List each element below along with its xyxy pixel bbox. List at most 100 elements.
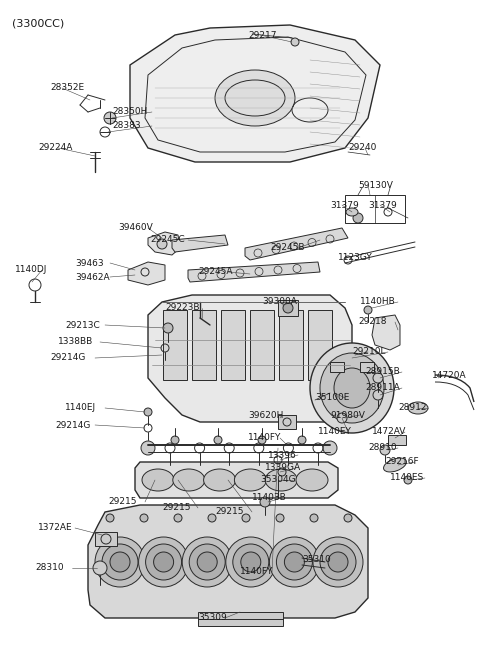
- Ellipse shape: [215, 70, 295, 126]
- Text: 31379: 31379: [330, 201, 359, 209]
- Circle shape: [291, 38, 299, 46]
- Ellipse shape: [320, 353, 384, 423]
- Text: 1140EJ: 1140EJ: [65, 403, 96, 413]
- Circle shape: [144, 408, 152, 416]
- Text: 11403B: 11403B: [252, 494, 287, 502]
- Polygon shape: [372, 315, 400, 350]
- Text: 1140FY: 1140FY: [248, 434, 281, 442]
- Text: 1140ES: 1140ES: [390, 474, 424, 482]
- Circle shape: [310, 514, 318, 522]
- Circle shape: [233, 544, 269, 580]
- Text: 35100E: 35100E: [315, 393, 349, 403]
- Text: 13396: 13396: [268, 450, 297, 460]
- Polygon shape: [188, 262, 320, 282]
- Polygon shape: [192, 310, 216, 380]
- Circle shape: [182, 537, 232, 587]
- Circle shape: [328, 552, 348, 572]
- Circle shape: [298, 436, 306, 444]
- Polygon shape: [88, 505, 368, 618]
- Text: 28910: 28910: [368, 444, 396, 452]
- Ellipse shape: [265, 469, 297, 491]
- Circle shape: [373, 390, 383, 400]
- Ellipse shape: [346, 208, 358, 216]
- Text: 1338BB: 1338BB: [58, 337, 93, 347]
- Text: 39462A: 39462A: [75, 272, 109, 282]
- Text: 29213C: 29213C: [65, 320, 100, 330]
- Text: 29215: 29215: [215, 508, 243, 516]
- Polygon shape: [148, 295, 352, 422]
- Text: 29245B: 29245B: [270, 244, 304, 252]
- Bar: [388, 435, 406, 445]
- Polygon shape: [148, 232, 180, 255]
- Ellipse shape: [408, 402, 428, 414]
- Polygon shape: [250, 310, 274, 380]
- Text: 29224A: 29224A: [38, 143, 72, 153]
- Ellipse shape: [384, 458, 407, 472]
- Circle shape: [145, 544, 181, 580]
- Circle shape: [344, 514, 352, 522]
- Ellipse shape: [234, 469, 266, 491]
- Text: 28352E: 28352E: [50, 84, 84, 92]
- Ellipse shape: [142, 469, 174, 491]
- Text: 28383: 28383: [112, 122, 141, 130]
- Text: 28911A: 28911A: [365, 383, 400, 393]
- Bar: [198, 612, 283, 626]
- Polygon shape: [245, 228, 348, 260]
- Text: 1372AE: 1372AE: [38, 524, 72, 533]
- Text: 14720A: 14720A: [432, 371, 467, 379]
- Circle shape: [189, 544, 225, 580]
- Circle shape: [208, 514, 216, 522]
- Circle shape: [102, 544, 138, 580]
- Text: 29216F: 29216F: [385, 458, 419, 466]
- Text: 59130V: 59130V: [358, 181, 393, 189]
- Bar: [278, 300, 298, 316]
- Circle shape: [154, 552, 174, 572]
- Text: 1140DJ: 1140DJ: [15, 266, 48, 274]
- Text: 39300A: 39300A: [262, 298, 297, 306]
- Circle shape: [242, 514, 250, 522]
- Bar: [278, 415, 296, 429]
- Circle shape: [163, 323, 173, 333]
- Circle shape: [404, 476, 412, 484]
- Text: 28912: 28912: [398, 403, 427, 413]
- Text: 29217: 29217: [248, 31, 276, 39]
- Circle shape: [276, 544, 312, 580]
- Text: 39463: 39463: [75, 258, 104, 268]
- Circle shape: [139, 537, 189, 587]
- Text: 39620H: 39620H: [248, 411, 283, 419]
- Circle shape: [110, 552, 130, 572]
- Circle shape: [157, 239, 167, 249]
- Polygon shape: [163, 310, 187, 380]
- Bar: [345, 195, 405, 223]
- Circle shape: [241, 552, 261, 572]
- Polygon shape: [221, 310, 245, 380]
- Polygon shape: [172, 235, 228, 252]
- Text: 35310: 35310: [302, 555, 331, 565]
- Text: 91980V: 91980V: [330, 411, 365, 419]
- Circle shape: [269, 537, 319, 587]
- Ellipse shape: [310, 343, 394, 433]
- Text: 1339GA: 1339GA: [265, 464, 301, 472]
- Polygon shape: [135, 462, 338, 498]
- Circle shape: [93, 561, 107, 575]
- Circle shape: [364, 306, 372, 314]
- Text: 1140EY: 1140EY: [318, 427, 352, 436]
- Text: 29215: 29215: [108, 498, 136, 506]
- Text: 28915B: 28915B: [365, 367, 400, 377]
- Circle shape: [214, 436, 222, 444]
- Circle shape: [258, 436, 266, 444]
- Circle shape: [171, 436, 179, 444]
- Ellipse shape: [204, 469, 236, 491]
- Circle shape: [313, 537, 363, 587]
- Text: 29210L: 29210L: [352, 347, 385, 357]
- Circle shape: [95, 537, 145, 587]
- Text: 29223B: 29223B: [165, 304, 200, 312]
- Circle shape: [320, 544, 356, 580]
- Circle shape: [373, 373, 383, 383]
- Ellipse shape: [296, 469, 328, 491]
- Text: 29215: 29215: [162, 504, 191, 512]
- Circle shape: [353, 213, 363, 223]
- Circle shape: [323, 441, 337, 455]
- Text: 35309: 35309: [198, 613, 227, 622]
- Text: 29214G: 29214G: [50, 353, 85, 363]
